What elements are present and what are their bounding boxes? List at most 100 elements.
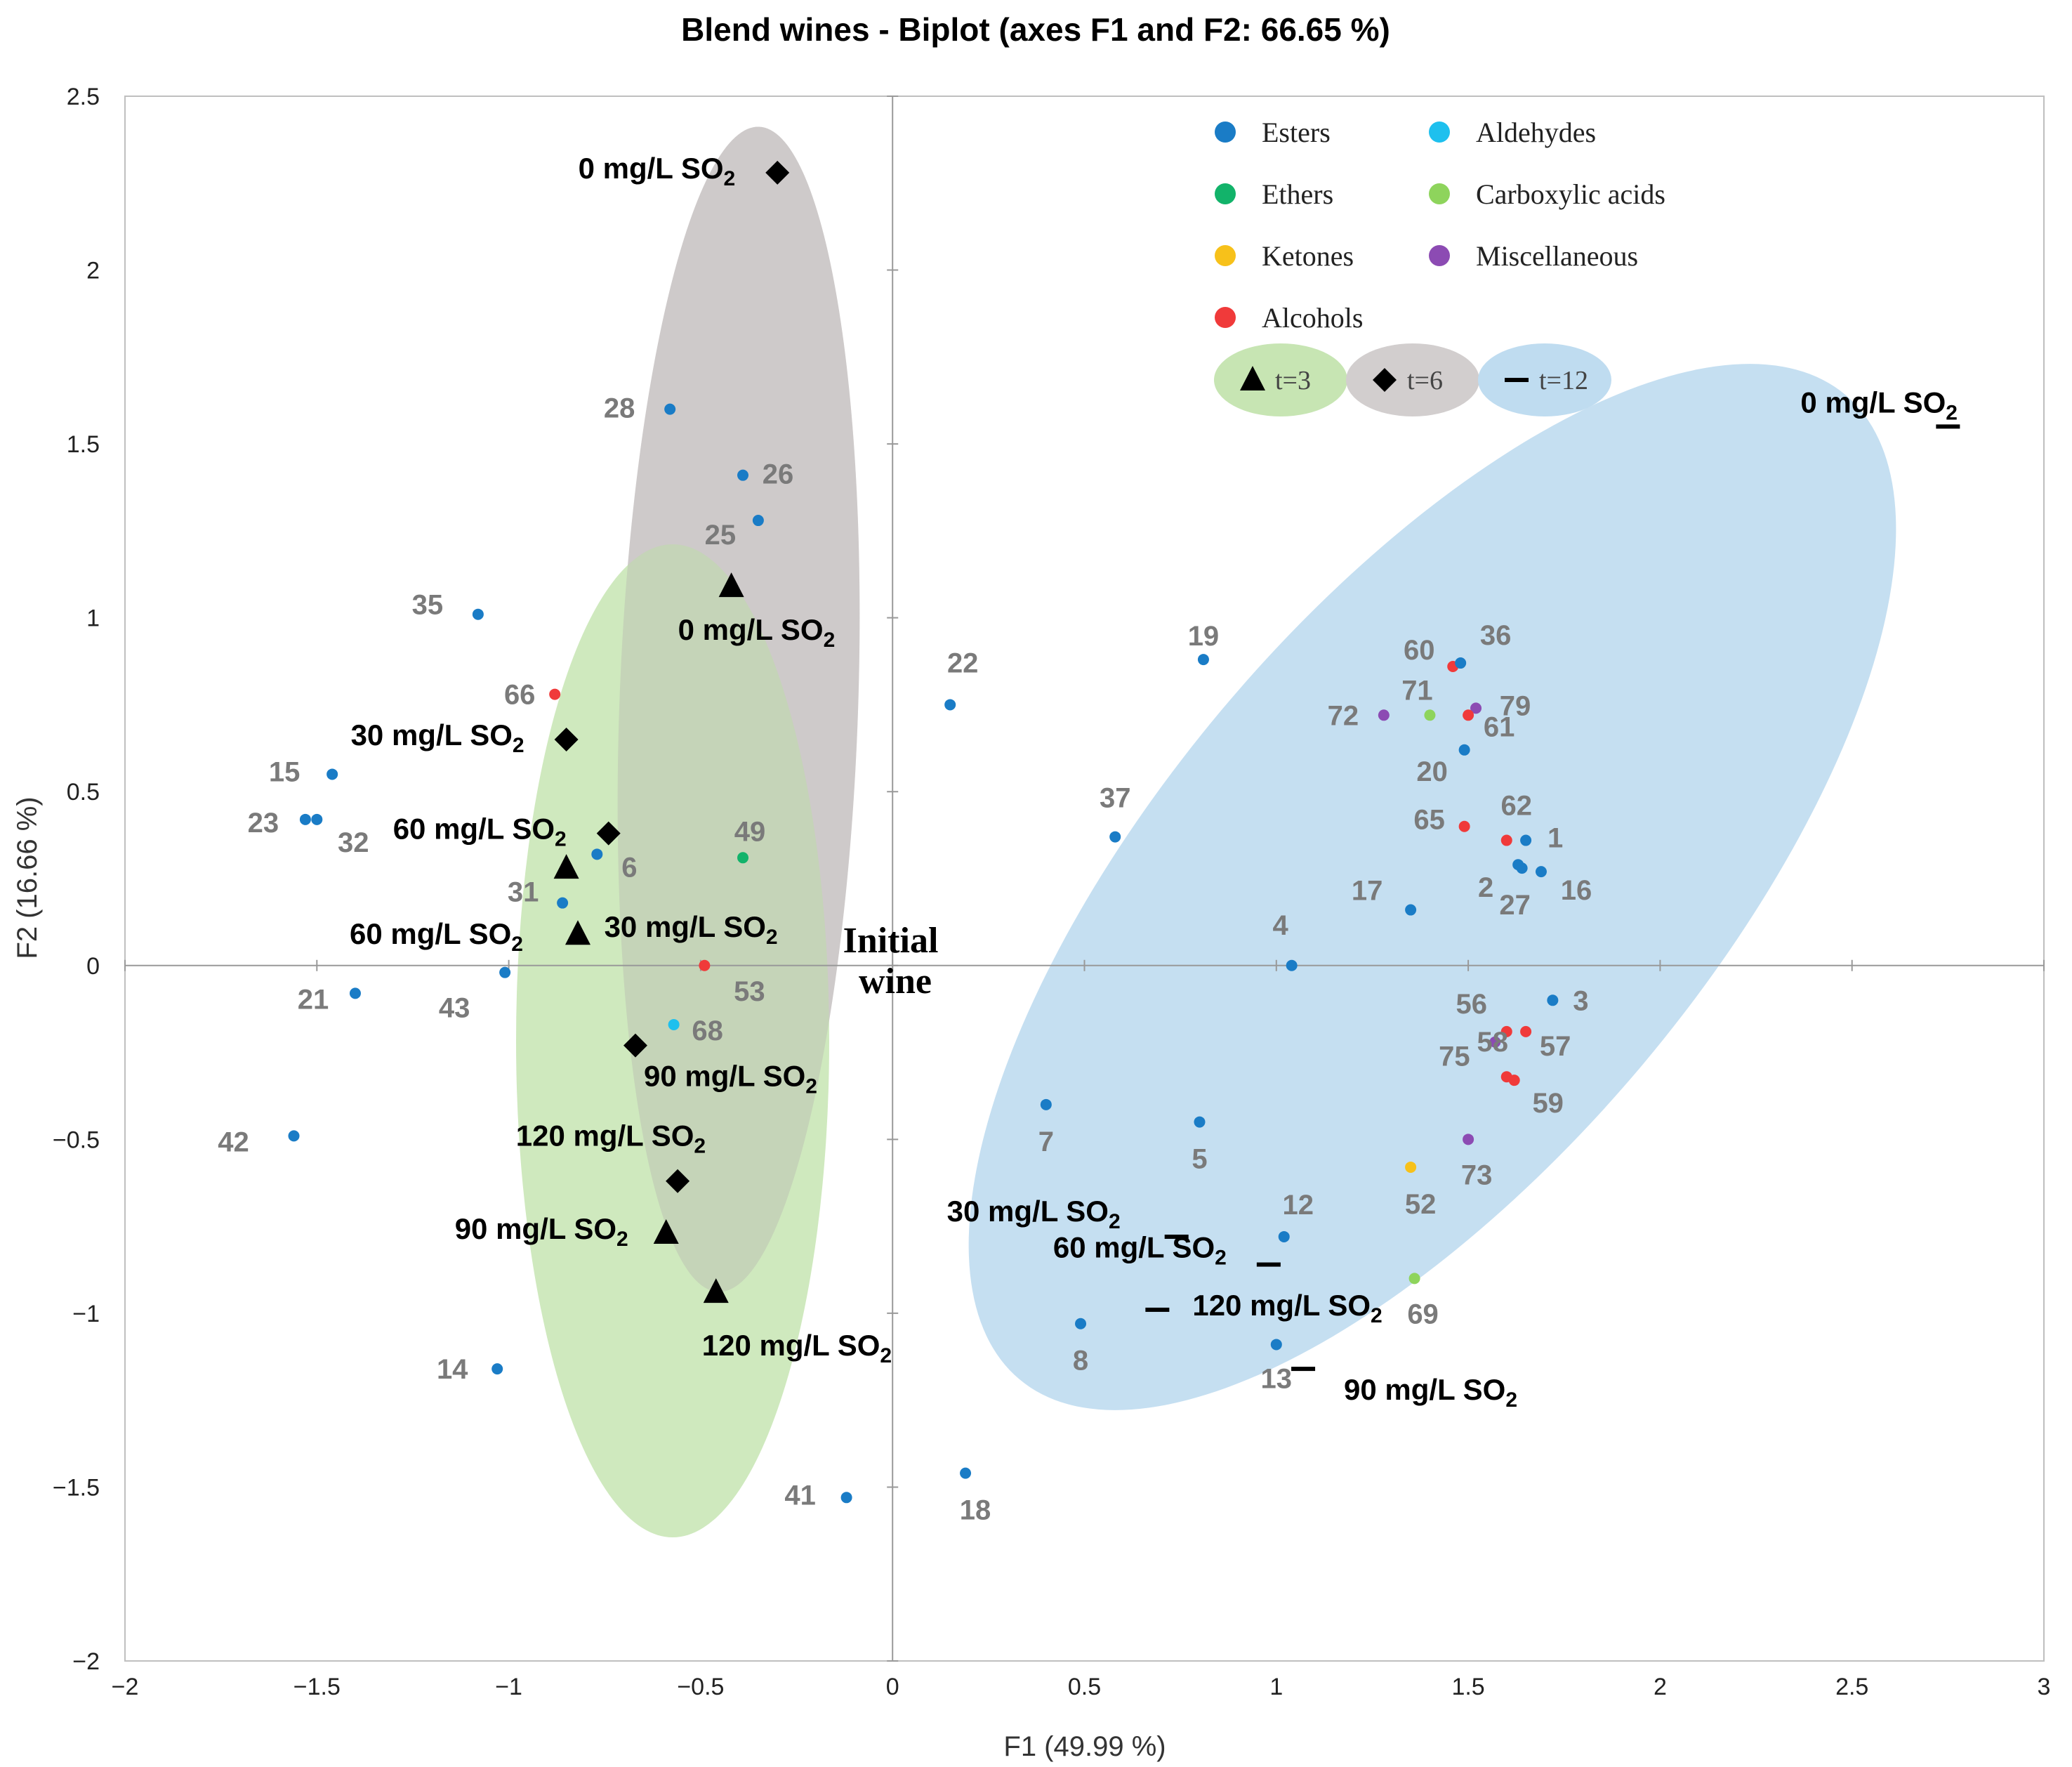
observation-marker-t=3-9 [703,1278,729,1303]
variable-label-56: 56 [1456,989,1488,1020]
variable-label-31: 31 [508,877,539,908]
variable-point-56 [1500,1025,1512,1037]
variable-label-25: 25 [705,520,737,551]
y-tick-label: −1.5 [53,1474,100,1501]
variable-point-49 [737,852,749,864]
variable-point-32 [311,813,323,825]
variable-label-21: 21 [298,984,329,1015]
variable-point-65 [1458,820,1470,832]
variable-label-66: 66 [504,680,536,711]
legend-marker-alcohols [1215,307,1236,328]
variable-label-3: 3 [1573,985,1588,1016]
variable-point-57 [1520,1025,1532,1037]
observation-marker-t=6-1 [554,727,579,751]
y-tick-label: −2 [72,1648,100,1675]
variable-label-61: 61 [1484,711,1515,742]
variable-point-68 [668,1018,680,1030]
legend-time-ellipse-t=3 [1214,343,1347,416]
variable-label-1: 1 [1548,823,1563,854]
legend-time-label-t=6: t=6 [1407,366,1443,395]
variable-label-69: 69 [1407,1299,1439,1329]
x-axis-label: F1 (49.99 %) [1003,1731,1166,1762]
variable-label-26: 26 [763,459,794,490]
variable-point-53 [699,959,711,971]
observation-marker-t=6-2 [596,821,621,846]
variable-point-59 [1508,1075,1520,1086]
x-tick-label: 2.5 [1835,1674,1868,1700]
variable-label-71: 71 [1401,675,1433,706]
variable-point-17 [1405,904,1417,916]
observation-marker-t=12-14 [1291,1367,1316,1372]
x-tick-label: 3 [2038,1674,2051,1700]
variable-point-18 [960,1467,972,1479]
variable-label-28: 28 [604,393,635,424]
legend-time-marker-t=12 [1505,378,1529,382]
variable-label-73: 73 [1461,1160,1493,1190]
variable-point-35 [472,608,484,620]
variable-label-16: 16 [1561,875,1592,906]
x-tick-label: 0.5 [1068,1674,1101,1700]
variable-point-66 [549,688,561,700]
observation-label-13: 120 mg/L SO2 [1192,1289,1382,1327]
legend-time-marker-t=3 [1240,366,1265,390]
observation-label-4: 120 mg/L SO2 [516,1119,706,1158]
observation-label-12: 60 mg/L SO2 [1053,1231,1227,1270]
variable-point-69 [1408,1273,1420,1285]
variable-label-13: 13 [1261,1363,1293,1394]
variable-label-20: 20 [1416,756,1448,787]
variable-label-43: 43 [439,993,470,1024]
variable-point-16 [1535,866,1547,878]
x-tick-label: −2 [112,1674,139,1700]
variable-point-4 [1286,959,1298,971]
x-tick-label: −1.5 [293,1674,341,1700]
variable-label-41: 41 [784,1480,816,1511]
axis-ticks: −2 −1.5 −1 −0.5 0 0.5 1 1.5 2 2.5 3 −2 −1.5 −1 −0.5 0 0.… [53,84,2051,1700]
variable-label-18: 18 [960,1495,991,1526]
observation-label-14: 90 mg/L SO2 [1344,1373,1517,1412]
variable-label-49: 49 [734,816,766,847]
variable-point-37 [1109,831,1121,843]
variable-point-26 [737,469,749,481]
observation-marker-t=12-10 [1936,424,1960,429]
variable-point-14 [491,1363,503,1375]
variable-label-53: 53 [734,976,765,1007]
observation-label-6: 30 mg/L SO2 [605,910,778,949]
observation-marker-t=12-13 [1145,1307,1170,1312]
variable-point-73 [1463,1134,1474,1145]
legend-label-ethers: Ethers [1262,178,1333,210]
variable-point-41 [840,1492,852,1504]
variable-point-22 [944,699,956,711]
y-tick-label: 1 [86,605,100,632]
variable-label-72: 72 [1328,700,1359,731]
legend-marker-ethers [1215,183,1236,204]
variable-label-58: 58 [1477,1027,1509,1058]
variable-label-17: 17 [1352,876,1383,907]
ellipse-t6-overlay [617,126,860,1292]
confidence-ellipses [516,126,1896,1537]
variable-label-59: 59 [1532,1088,1564,1119]
variable-point-36 [1455,657,1467,669]
legend-marker-ketones [1215,245,1236,266]
variable-point-25 [752,515,764,527]
variable-label-62: 62 [1501,791,1533,822]
observation-label-11: 30 mg/L SO2 [947,1195,1121,1233]
observation-marker-t=3-5 [718,572,744,598]
variable-point-8 [1075,1318,1087,1329]
legend-marker-carboxylic-acids [1429,183,1450,204]
observation-marker-t=6-3 [623,1033,647,1058]
legend-marker-aldehydes [1429,121,1450,143]
variable-point-75 [1489,1036,1501,1048]
variable-point-12 [1278,1230,1290,1242]
variable-label-14: 14 [437,1354,468,1385]
variable-point-21 [349,987,361,999]
observation-marker-t=12-11 [1164,1234,1189,1239]
legend-time-label-t=12: t=12 [1539,366,1588,395]
variable-point-31 [557,897,569,909]
variable-point-15 [326,768,338,780]
observation-label-2: 60 mg/L SO2 [393,813,567,851]
variable-point-72 [1378,709,1390,721]
variable-point-62 [1500,834,1512,846]
variable-label-42: 42 [218,1126,249,1157]
